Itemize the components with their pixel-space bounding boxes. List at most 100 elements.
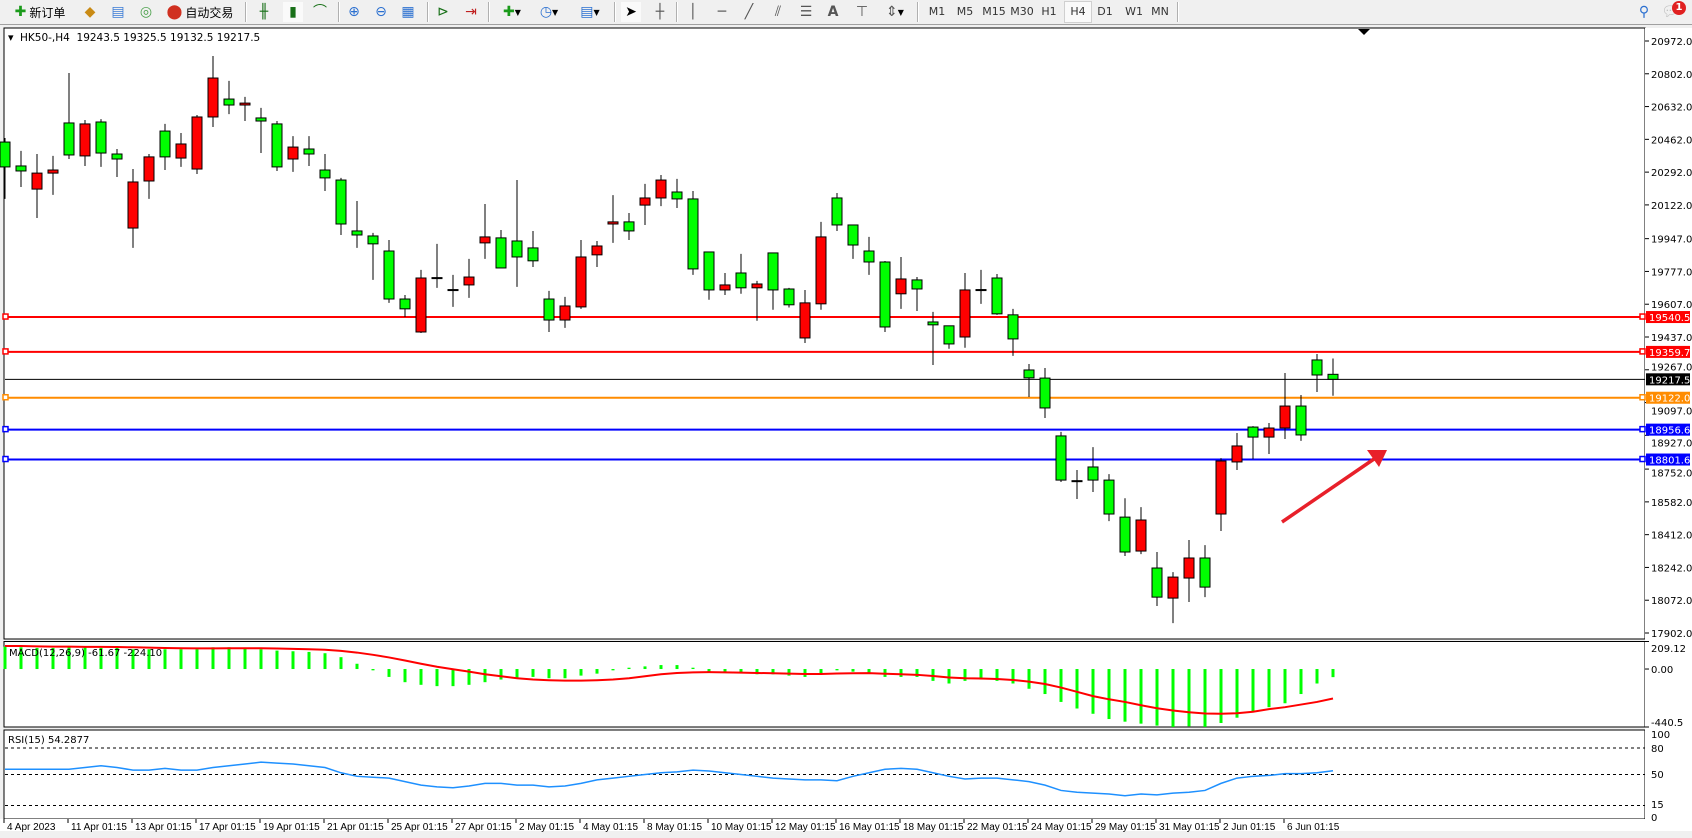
bullish-candle[interactable] xyxy=(463,258,475,298)
bearish-candle[interactable] xyxy=(95,119,107,167)
chart-window[interactable]: 209.12 0.00 -440.5 100 80 50 15 0 20972.0 20802… xyxy=(0,25,1692,838)
bearish-candle[interactable] xyxy=(527,230,539,268)
tile-windows-button[interactable]: ▦ xyxy=(398,2,418,22)
bullish-candle[interactable] xyxy=(591,240,603,268)
bearish-candle[interactable] xyxy=(1247,426,1259,460)
bearish-candle[interactable] xyxy=(1087,447,1099,493)
bearish-candle[interactable] xyxy=(927,311,939,365)
autoscroll-button[interactable]: ⇥ xyxy=(461,2,481,22)
bearish-candle[interactable] xyxy=(703,251,715,300)
bullish-candle[interactable] xyxy=(431,243,443,288)
bearish-candle[interactable] xyxy=(687,191,699,275)
bullish-candle[interactable] xyxy=(31,154,43,219)
bullish-candle[interactable] xyxy=(207,56,219,128)
bearish-candle[interactable] xyxy=(671,178,683,208)
fibonacci-button[interactable]: ⫽ xyxy=(768,2,788,22)
bearish-candle[interactable] xyxy=(63,73,75,160)
chart-shift-marker-icon[interactable] xyxy=(1358,29,1370,35)
auto-trading-button[interactable]: ⬤ 自动交易 xyxy=(163,2,237,22)
bullish-candle[interactable] xyxy=(639,183,651,225)
bullish-candle[interactable] xyxy=(575,240,587,309)
bullish-candle[interactable] xyxy=(415,269,427,333)
bullish-candle[interactable] xyxy=(959,272,971,348)
bullish-candle[interactable] xyxy=(975,269,987,304)
timeframe-h1[interactable]: H1 xyxy=(1041,5,1057,18)
market-watch-button[interactable]: ◆ xyxy=(80,2,100,22)
macd-pane[interactable] xyxy=(3,641,1646,728)
bullish-candle[interactable] xyxy=(1183,540,1195,602)
bearish-candle[interactable] xyxy=(543,290,555,332)
bearish-candle[interactable] xyxy=(831,192,843,231)
bearish-candle[interactable] xyxy=(335,177,347,235)
bullish-candle[interactable] xyxy=(799,289,811,343)
bearish-candle[interactable] xyxy=(111,148,123,177)
bearish-candle[interactable] xyxy=(255,107,267,154)
zoom-out-button[interactable]: ⊖ xyxy=(371,2,391,22)
signals-button[interactable]: ◎ xyxy=(136,2,156,22)
bearish-candle[interactable] xyxy=(399,294,411,317)
timeframe-m15[interactable]: M15 xyxy=(982,5,1006,18)
zoom-in-button[interactable]: ⊕ xyxy=(344,2,364,22)
bullish-candle[interactable] xyxy=(79,120,91,166)
bullish-candle[interactable] xyxy=(1279,373,1291,440)
trendline-button[interactable]: ╱ xyxy=(739,2,759,22)
bearish-candle[interactable] xyxy=(879,261,891,332)
candlestick-button[interactable]: ▮ xyxy=(283,2,303,22)
timeframe-m30[interactable]: M30 xyxy=(1010,5,1034,18)
bearish-candle[interactable] xyxy=(783,287,795,308)
bearish-candle[interactable] xyxy=(383,240,395,303)
bearish-candle[interactable] xyxy=(351,201,363,248)
timeframe-m1[interactable]: M1 xyxy=(928,5,946,18)
time-axis[interactable] xyxy=(0,819,1692,831)
bullish-candle[interactable] xyxy=(191,115,203,175)
bullish-candle[interactable] xyxy=(1167,572,1179,624)
new-chart-button[interactable]: ✚ ▼ xyxy=(496,2,528,22)
search-button[interactable]: ⚲ xyxy=(1634,2,1654,22)
text-label-button[interactable]: ⊤ xyxy=(852,2,872,22)
bearish-candle[interactable] xyxy=(1199,545,1211,598)
bearish-candle[interactable] xyxy=(303,136,315,166)
bullish-candle[interactable] xyxy=(1263,423,1275,455)
bearish-candle[interactable] xyxy=(943,325,955,349)
bearish-candle[interactable] xyxy=(1327,358,1339,396)
bullish-candle[interactable] xyxy=(559,296,571,328)
fibo-channel-button[interactable]: ☰ xyxy=(796,2,816,22)
timeframe-h4[interactable]: H4 xyxy=(1064,1,1092,23)
bullish-candle[interactable] xyxy=(127,169,139,248)
line-chart-button[interactable]: ⌒ xyxy=(310,2,330,22)
bearish-candle[interactable] xyxy=(0,137,11,199)
bearish-candle[interactable] xyxy=(863,236,875,275)
indicators-button[interactable]: ▤ ▼ xyxy=(573,2,607,22)
new-order-button[interactable]: ✚ 新订单 xyxy=(8,2,72,22)
bearish-candle[interactable] xyxy=(15,150,27,187)
crosshair-button[interactable]: ┼ xyxy=(650,2,670,22)
timeframe-m5[interactable]: M5 xyxy=(956,5,974,18)
bullish-candle[interactable] xyxy=(751,280,763,321)
annotation-arrow[interactable] xyxy=(1281,450,1387,524)
bearish-candle[interactable] xyxy=(1007,308,1019,356)
bearish-candle[interactable] xyxy=(159,123,171,171)
bearish-candle[interactable] xyxy=(1039,368,1051,418)
bearish-candle[interactable] xyxy=(991,273,1003,315)
vertical-line-button[interactable]: │ xyxy=(683,2,703,22)
chart-shift-button[interactable]: ⊳ xyxy=(433,2,453,22)
bullish-candle[interactable] xyxy=(815,221,827,310)
bearish-candle[interactable] xyxy=(223,80,235,115)
bearish-candle[interactable] xyxy=(511,180,523,287)
bearish-candle[interactable] xyxy=(1151,552,1163,607)
bullish-candle[interactable] xyxy=(655,175,667,207)
bearish-candle[interactable] xyxy=(319,154,331,192)
navigator-button[interactable]: ▤ xyxy=(108,2,128,22)
arrows-button[interactable]: ⇕ ▼ xyxy=(880,2,910,22)
timeframe-mn[interactable]: MN xyxy=(1151,5,1169,18)
bullish-candle[interactable] xyxy=(239,96,251,122)
horizontal-line-button[interactable]: ─ xyxy=(712,2,732,22)
bearish-candle[interactable] xyxy=(623,213,635,241)
bullish-candle[interactable] xyxy=(1231,433,1243,471)
text-button[interactable]: A xyxy=(823,2,843,22)
bearish-candle[interactable] xyxy=(767,252,779,310)
timeframe-w1[interactable]: W1 xyxy=(1125,5,1143,18)
timeframe-d1[interactable]: D1 xyxy=(1097,5,1113,18)
bullish-candle[interactable] xyxy=(1135,507,1147,555)
bearish-candle[interactable] xyxy=(735,253,747,294)
